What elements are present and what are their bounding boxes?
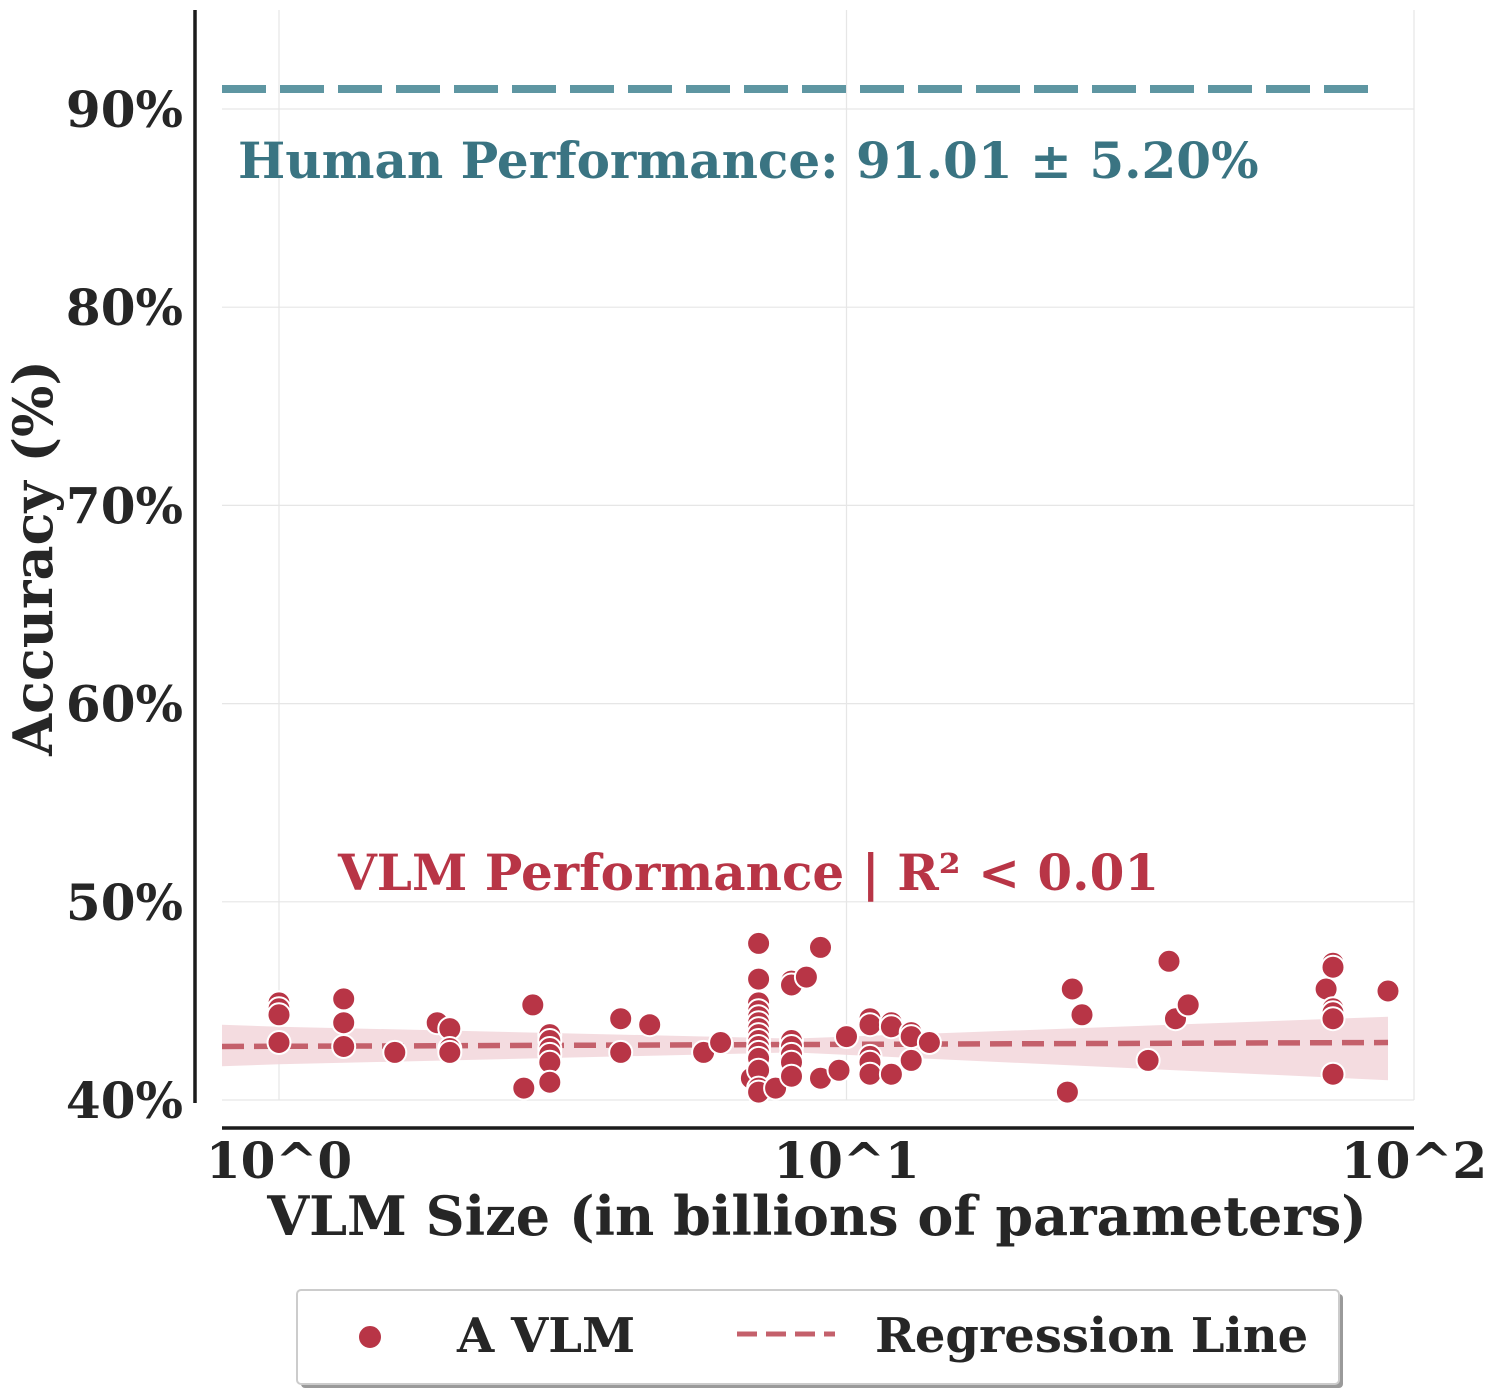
x-axis-label: VLM Size (in billions of parameters) [266,1184,1367,1248]
vlm-point [266,1030,292,1055]
legend-label-regression: Regression Line [875,1308,1308,1364]
regression-layer [221,1039,1389,1050]
y-tick-label: 60% [66,675,183,734]
legend-marker-vlm [357,1324,383,1350]
vlm-point [793,964,819,990]
vlm-points [266,930,1401,1105]
y-tick-label: 90% [66,80,183,139]
vlm-point [511,1075,537,1101]
x-tick-label: 10^2 [1341,1131,1487,1190]
vlm-point [746,930,772,956]
grid-lines [222,10,1415,1101]
x-tick-label: 10^1 [773,1131,919,1190]
y-tick-label: 80% [66,278,183,337]
vlm-point [826,1057,852,1083]
human-performance-layer: Human Performance: 91.01 ± 5.20% [222,84,1380,190]
vlm-point [1156,948,1182,974]
vlm-point [1320,1061,1346,1087]
vlm-point [779,1063,804,1089]
vlm-point [746,966,772,992]
x-tick-labels: 10^0 10^1 10^2 [206,1131,1487,1190]
vlm-point [331,1034,357,1059]
vlm-point [878,1061,904,1087]
vlm-point [898,1047,924,1073]
vlm-point [857,1061,883,1087]
vlm-point [808,934,833,960]
vlm-point [916,1030,942,1055]
vlm-point [608,1006,634,1032]
human-performance-annotation: Human Performance: 91.01 ± 5.20% [238,131,1259,190]
regression-line [221,1039,1389,1050]
vlm-point [331,986,357,1012]
vlm-point [1135,1047,1161,1073]
y-tick-label: 40% [66,1071,183,1130]
vlm-point [1320,1006,1346,1032]
vlm-point [1375,978,1401,1004]
vlm-point [1069,1002,1095,1028]
vlm-performance-annotation: VLM Performance | R² < 0.01 [337,843,1159,903]
legend-label-vlm: A VLM [456,1308,635,1364]
vlm-point [637,1012,663,1038]
y-axis-label: Accuracy (%) [1,360,65,757]
vlm-point [1175,992,1201,1018]
x-tick-label: 10^0 [206,1131,352,1190]
vlm-point [708,1030,734,1055]
vlm-point [437,1039,463,1065]
vlm-point [382,1039,408,1065]
regression-ci-band [222,1016,1388,1081]
y-tick-label: 50% [66,873,183,932]
legend: A VLM Regression Line [296,1289,1343,1388]
vlm-point [1059,976,1085,1002]
vlm-point [266,1002,292,1028]
vlm-point [857,1012,883,1038]
vlm-point [1320,954,1346,980]
legend-box [296,1289,1340,1385]
vlm-point [520,992,546,1018]
y-tick-label: 70% [66,476,183,535]
vlm-point [1054,1079,1080,1105]
regression-confidence-band [222,1016,1388,1081]
axes [193,10,1414,1130]
vlm-point [537,1069,563,1095]
y-tick-labels: 40% 50% 60% 70% 80% 90% [66,80,183,1130]
vlm-point [331,1010,357,1036]
vlm-point [834,1024,859,1050]
vlm-point [608,1039,634,1065]
